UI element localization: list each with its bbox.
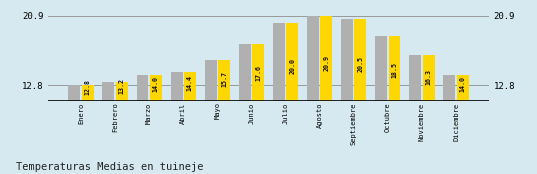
Bar (286, 23, 298, 101)
Bar (389, 36, 401, 101)
Bar (239, 44, 251, 101)
Bar (273, 23, 285, 101)
Bar (82, 85, 93, 101)
Bar (218, 60, 230, 101)
Text: 17.6: 17.6 (255, 65, 261, 81)
Bar (184, 72, 196, 101)
Text: 20.9: 20.9 (323, 55, 329, 71)
Text: 13.2: 13.2 (119, 78, 125, 94)
Bar (444, 75, 455, 101)
Bar (457, 75, 469, 101)
Bar (171, 72, 183, 101)
Bar (321, 16, 332, 101)
Text: 20.0: 20.0 (289, 58, 295, 74)
Bar (423, 55, 434, 101)
Text: 14.4: 14.4 (187, 75, 193, 91)
Bar (68, 85, 80, 101)
Bar (103, 82, 114, 101)
Text: 15.7: 15.7 (221, 71, 227, 87)
Bar (116, 82, 128, 101)
Bar (409, 55, 421, 101)
Bar (150, 75, 162, 101)
Bar (341, 19, 353, 101)
Bar (136, 75, 148, 101)
Bar (205, 60, 216, 101)
Text: Temperaturas Medias en tuineje: Temperaturas Medias en tuineje (16, 162, 204, 172)
Bar (307, 16, 319, 101)
Text: 14.0: 14.0 (460, 76, 466, 92)
Bar (252, 44, 264, 101)
Text: 16.3: 16.3 (426, 69, 432, 85)
Bar (375, 36, 387, 101)
Text: 14.0: 14.0 (153, 76, 159, 92)
Text: 18.5: 18.5 (391, 62, 397, 78)
Text: 12.8: 12.8 (85, 80, 91, 96)
Text: 20.5: 20.5 (358, 56, 364, 72)
Bar (354, 19, 366, 101)
